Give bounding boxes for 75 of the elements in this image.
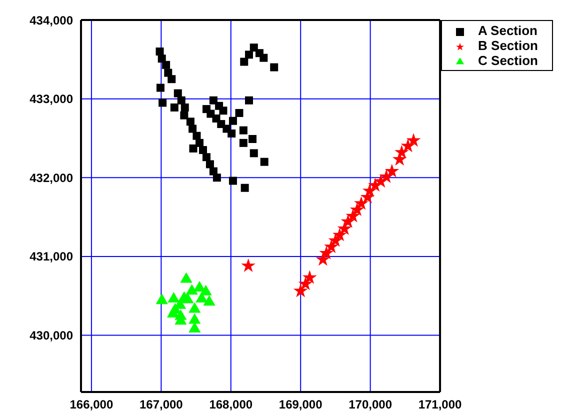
point: [180, 103, 189, 112]
point: [228, 129, 236, 138]
point: [340, 214, 356, 228]
point: [156, 294, 168, 304]
point: [212, 174, 221, 182]
point: [158, 98, 167, 107]
point: [235, 109, 244, 117]
point: [362, 183, 377, 198]
point: [188, 124, 197, 133]
point: [162, 60, 170, 69]
point: [293, 284, 308, 298]
point: [174, 89, 182, 98]
point: [188, 313, 201, 324]
point: [319, 246, 334, 260]
x-tick-label: 169,000: [278, 398, 323, 412]
point: [186, 284, 198, 295]
y-tick-label: 431,000: [30, 250, 74, 264]
point: [346, 208, 360, 222]
point: [302, 270, 317, 284]
x-tick-label: 167,000: [139, 398, 184, 412]
point: [196, 292, 208, 303]
point: [394, 144, 409, 159]
point: [209, 96, 218, 104]
point: [180, 272, 192, 283]
point: [189, 144, 198, 152]
point: [186, 118, 194, 126]
point: [156, 84, 164, 92]
point: [298, 276, 313, 290]
point: [248, 135, 256, 144]
point: [379, 169, 394, 183]
point: [239, 126, 248, 134]
point: [206, 160, 214, 168]
x-tick-label: 170,000: [348, 398, 392, 412]
legend-label: C Section: [478, 53, 538, 68]
point: [228, 116, 237, 125]
point: [168, 75, 176, 84]
point: [228, 176, 237, 185]
point: [241, 258, 256, 272]
point: [270, 63, 278, 72]
x-tick-label: 168,000: [209, 398, 253, 412]
x-tick-label: 166,000: [70, 398, 114, 412]
legend-label: A Section: [478, 23, 538, 38]
point: [239, 138, 248, 147]
point: [158, 54, 166, 63]
point: [156, 48, 164, 56]
y-tick-label: 434,000: [30, 13, 74, 28]
y-tick-label: 430,000: [30, 328, 74, 343]
point: [332, 228, 347, 242]
point: [202, 153, 210, 162]
point: [203, 295, 216, 306]
y-tick-label: 433,000: [30, 92, 74, 106]
point: [245, 96, 254, 104]
point: [350, 202, 364, 216]
point: [219, 106, 228, 115]
point: [240, 58, 248, 66]
point: [177, 96, 186, 104]
point: [245, 50, 254, 59]
point: [260, 158, 268, 166]
point: [250, 44, 258, 52]
point: [168, 292, 180, 303]
point: [180, 111, 188, 120]
point: [170, 103, 178, 112]
point: [250, 149, 258, 158]
point: [406, 133, 421, 147]
point: [192, 132, 201, 140]
point: [384, 164, 400, 178]
point: [260, 54, 268, 62]
legend-label: B Section: [478, 38, 538, 53]
point: [240, 184, 249, 192]
point: [354, 196, 368, 210]
point: [188, 302, 201, 313]
point: [324, 239, 338, 254]
point: [199, 146, 207, 154]
y-tick-label: 432,000: [30, 170, 74, 185]
x-tick-label: 171,000: [418, 398, 462, 412]
